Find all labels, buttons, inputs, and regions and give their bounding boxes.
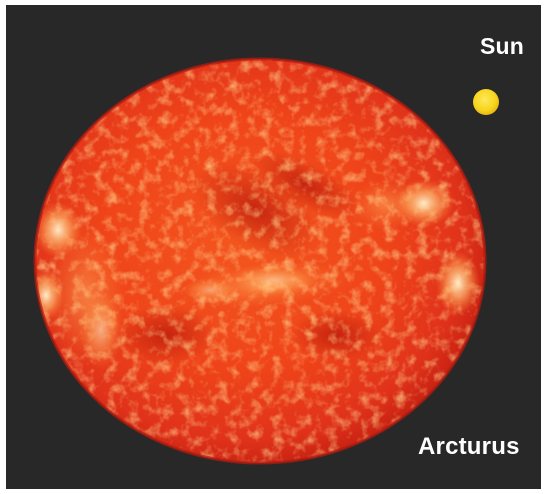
star-comparison-illustration [33,57,499,465]
arcturus-label: Arcturus [418,433,520,460]
sun-label: Sun [480,33,525,59]
space-background: Sun Arcturus [6,5,541,489]
arcturus-star [33,57,487,465]
sun-star [473,89,499,115]
